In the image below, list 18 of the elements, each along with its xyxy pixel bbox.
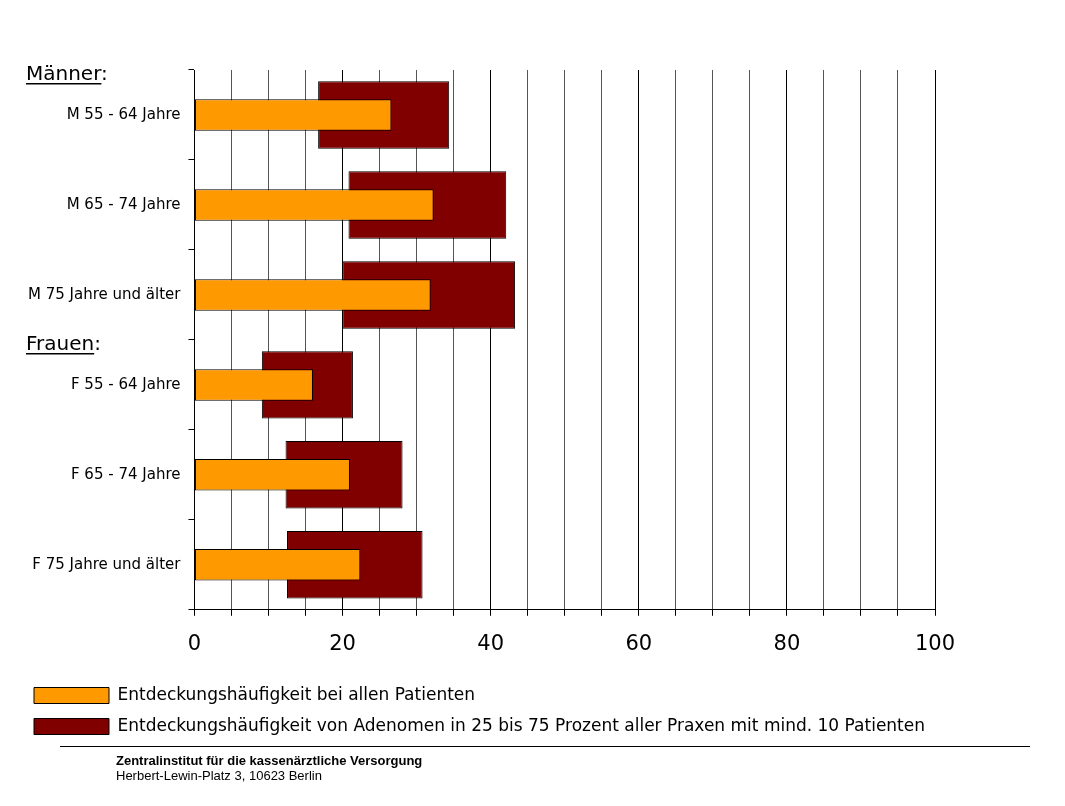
y-tick-label: M 55 - 64 Jahre [66,104,181,123]
x-tick-label: 100 [914,630,956,655]
x-tick-label: 40 [477,630,505,655]
text: Männer: [26,61,108,85]
legend-label: Entdeckungshäufigkeit bei allen Patienten [117,683,476,704]
x-tick-label: 80 [773,630,801,655]
text: Herbert-Lewin-Platz 3, 10623 Berlin [116,768,323,783]
y-tick-label: F 75 Jahre und älter [32,554,182,573]
text: Zentralinstitut für die kassenärztliche Versorgung [116,753,424,768]
x-tick-label: 20 [329,630,356,655]
y-tick-label: M 65 - 74 Jahre [66,194,181,213]
y-tick-label: F 65 - 74 Jahre [70,464,181,483]
y-tick-label: F 55 - 64 Jahre [70,374,181,393]
x-tick-label: 0 [187,630,202,655]
x-tick-label: 60 [625,630,653,655]
y-tick-label: M 75 Jahre und älter [27,284,182,303]
text: Frauen: [26,330,101,355]
legend-label: Entdeckungshäufigkeit von Adenomen in 25 bis 75 Prozent aller Praxen mit mind. 10 Patienten [117,714,926,735]
